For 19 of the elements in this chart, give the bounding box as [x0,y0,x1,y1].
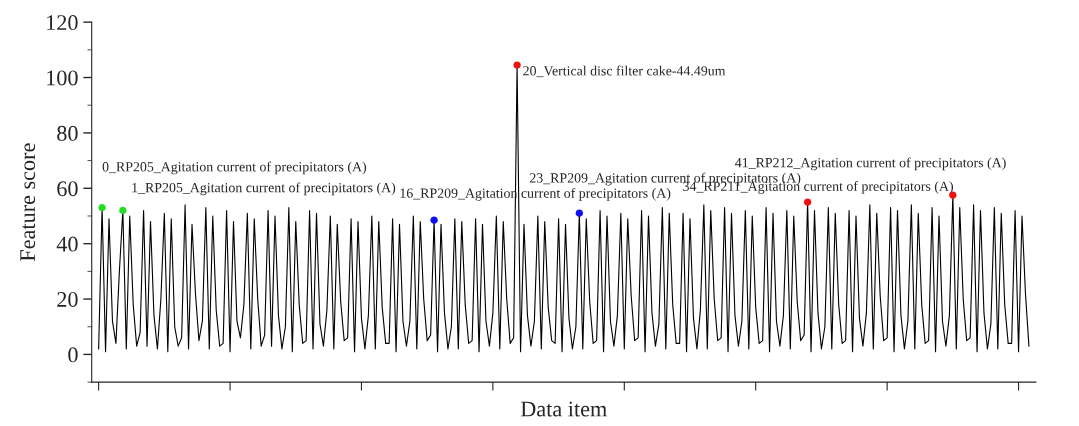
y-tick-label: 80 [57,125,78,141]
point [430,216,438,224]
point [513,61,521,69]
point [119,206,127,215]
y-axis-title: Feature score [20,143,36,262]
point [803,198,812,206]
data-label: 20_Vertical disc filter cake-44.49um [523,65,726,78]
point [98,204,106,212]
y-tick-label: 100 [47,70,78,86]
y-tick-label: 0 [68,347,78,363]
data-label: 1_RP205_Agitation current of precipitators (A) [132,182,396,196]
data-label: 41_RP212_Agitation current of precipitators (A) [735,157,1006,171]
y-tick-label: 40 [56,236,78,252]
x-axis-title: Data item [520,401,607,417]
y-tick-label: 120 [47,15,78,31]
y-tick-label: 60 [57,181,78,197]
point [575,209,584,217]
y-tick-label: 20 [57,291,78,307]
data-label: 0_RP205_Agitation current of precipitators (A) [102,161,367,175]
